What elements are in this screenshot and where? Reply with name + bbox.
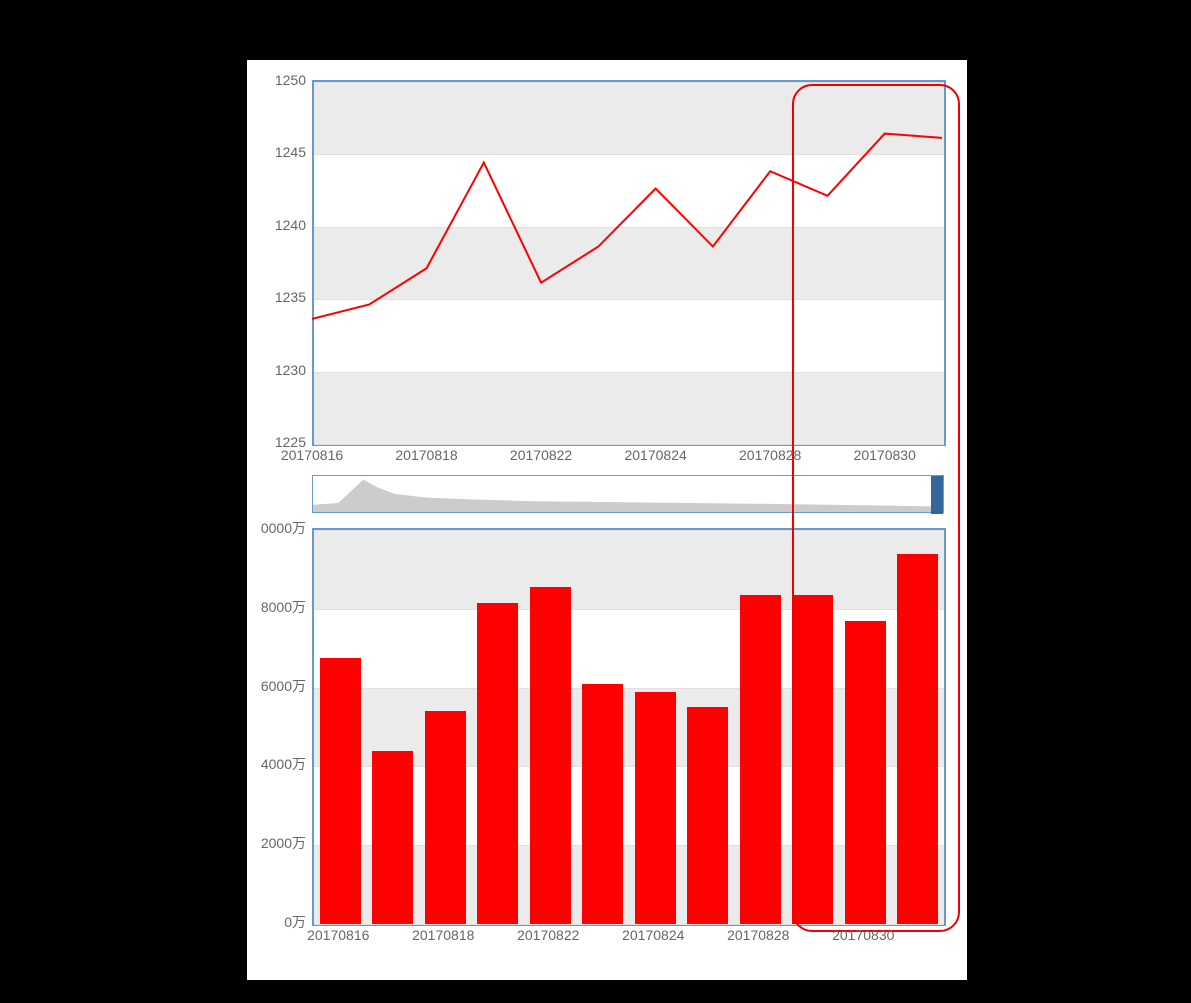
bar — [582, 684, 623, 924]
line-chart-series — [312, 80, 942, 442]
x-tick-label: 20170818 — [412, 928, 474, 942]
bar-chart — [312, 528, 946, 926]
x-tick-label: 20170822 — [517, 928, 579, 942]
bar — [372, 751, 413, 924]
y-tick-label: 2000万 — [252, 836, 306, 850]
bar — [635, 692, 676, 924]
y-tick-label: 1245 — [252, 145, 306, 159]
x-tick-label: 20170816 — [281, 448, 343, 462]
bar — [897, 554, 938, 924]
x-tick-label: 20170818 — [395, 448, 457, 462]
bar — [425, 711, 466, 924]
y-tick-label: 4000万 — [252, 757, 306, 771]
x-tick-label: 20170824 — [622, 928, 684, 942]
bar — [530, 587, 571, 924]
y-tick-label: 6000万 — [252, 679, 306, 693]
bar — [845, 621, 886, 924]
x-tick-label: 20170816 — [307, 928, 369, 942]
y-tick-label: 1230 — [252, 363, 306, 377]
x-tick-label: 20170830 — [854, 448, 916, 462]
x-tick-label: 20170828 — [739, 448, 801, 462]
y-tick-label: 1250 — [252, 73, 306, 87]
bar — [477, 603, 518, 924]
x-tick-label: 20170822 — [510, 448, 572, 462]
bar — [740, 595, 781, 924]
x-tick-label: 20170828 — [727, 928, 789, 942]
y-tick-label: 0万 — [252, 915, 306, 929]
y-tick-label: 0000万 — [252, 521, 306, 535]
range-selector-handle[interactable] — [931, 476, 943, 514]
y-tick-label: 1235 — [252, 290, 306, 304]
bar — [687, 707, 728, 924]
range-selector-area — [313, 476, 943, 512]
y-tick-label: 8000万 — [252, 600, 306, 614]
x-tick-label: 20170830 — [832, 928, 894, 942]
range-selector[interactable] — [312, 475, 944, 513]
y-tick-label: 1240 — [252, 218, 306, 232]
x-tick-label: 20170824 — [624, 448, 686, 462]
bar — [320, 658, 361, 924]
bar — [792, 595, 833, 924]
